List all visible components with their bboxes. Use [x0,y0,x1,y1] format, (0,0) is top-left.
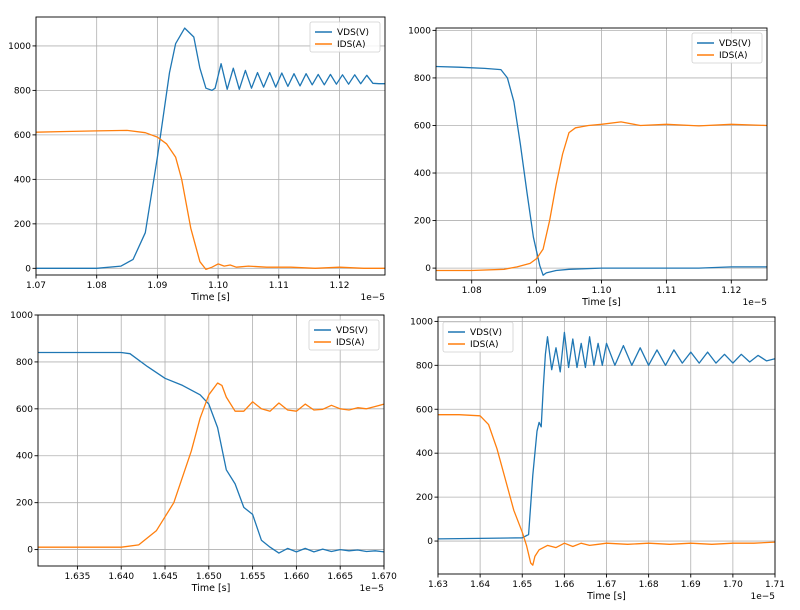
x-tick-label: 1.645 [152,572,178,582]
series-line-vds [438,331,775,540]
x-tick-label: 1.69 [681,580,701,590]
legend-label-ids: IDS(A) [337,40,365,50]
plot-frame [437,316,776,575]
legend-label-vds: VDS(V) [337,28,369,38]
x-tick-label: 1.70 [723,580,743,590]
chart-1: 1.07 1.08 1.09 1.10 1.11 1.12 0 200 400 600 800 100… [8,16,386,303]
legend-label-vds: VDS(V) [336,326,368,336]
y-tick-label: 200 [16,499,33,509]
x-tick-label: 1.660 [284,572,310,582]
legend: VDS(V) IDS(A) [308,319,380,351]
x-tick-label: 1.65 [512,580,532,590]
chart-4: 1.63 1.64 1.65 1.66 1.67 1.68 1.69 1.70 1.71 0 200… [410,316,785,602]
y-tick-label: 800 [14,86,31,96]
series-line-ids [38,382,384,548]
series-line-vds [436,65,767,276]
legend: VDS(V) IDS(A) [691,32,763,64]
series-line-ids [438,414,775,566]
x-tick-label: 1.665 [327,572,353,582]
y-tick-label: 400 [14,175,31,185]
x-tick-label: 1.08 [462,286,482,296]
chart-3: 1.635 1.640 1.645 1.650 1.655 1.660 1.665 1.670… [10,311,397,594]
x-tick-label: 1.08 [87,281,107,291]
x-offset-label: 1e−5 [742,298,767,308]
y-tick-label: 600 [416,405,433,415]
x-tick-label: 1.635 [65,572,91,582]
x-tick-label: 1.68 [639,580,659,590]
series-line-vds [36,27,385,269]
y-tick-label: 600 [14,131,31,141]
legend-label-ids: IDS(A) [470,340,498,350]
x-axis-label: Time [s] [581,297,621,308]
x-tick-label: 1.640 [108,572,134,582]
x-tick-label: 1.07 [26,281,46,291]
legend-label-vds: VDS(V) [719,39,751,49]
y-tick-label: 1000 [408,26,431,36]
legend-label-vds: VDS(V) [470,328,502,338]
x-tick-label: 1.09 [147,281,167,291]
y-tick-label: 0 [427,537,433,547]
y-tick-label: 1000 [10,311,33,321]
x-offset-label: 1e−5 [359,584,384,594]
y-tick-label: 1000 [410,317,433,327]
y-tick-label: 400 [416,449,433,459]
x-axis-label: Time [s] [586,591,626,602]
chart-2: 1.08 1.09 1.10 1.11 1.12 0 200 400 600 800 1000 Tim… [408,26,768,308]
y-tick-label: 1000 [8,42,31,52]
y-tick-label: 800 [414,74,431,84]
x-tick-label: 1.655 [240,572,266,582]
y-tick-label: 600 [16,405,33,415]
x-tick-label: 1.09 [527,286,547,296]
y-tick-label: 200 [414,217,431,227]
series-line-vds [38,351,384,554]
x-tick-label: 1.11 [656,286,676,296]
y-tick-label: 800 [416,361,433,371]
y-tick-label: 0 [25,264,31,274]
x-tick-label: 1.10 [208,281,228,291]
legend: VDS(V) IDS(A) [442,321,514,353]
x-tick-label: 1.10 [591,286,611,296]
legend: VDS(V) IDS(A) [309,21,381,53]
plot-frame [35,16,386,276]
x-tick-label: 1.650 [196,572,222,582]
x-tick-label: 1.63 [428,580,448,590]
series-line-ids [36,129,385,271]
y-tick-label: 0 [425,264,431,274]
y-tick-label: 0 [27,546,33,556]
x-axis-label: Time [s] [191,583,231,594]
x-axis-label: Time [s] [190,292,230,303]
x-offset-label: 1e−5 [360,293,385,303]
x-tick-label: 1.67 [596,580,616,590]
x-tick-label: 1.670 [371,572,397,582]
legend-label-ids: IDS(A) [336,338,364,348]
y-tick-label: 200 [416,493,433,503]
x-offset-label: 1e−5 [750,592,775,602]
y-tick-label: 400 [16,452,33,462]
y-tick-label: 800 [16,358,33,368]
x-tick-label: 1.12 [721,286,741,296]
x-tick-label: 1.71 [765,580,785,590]
y-tick-label: 600 [414,121,431,131]
x-tick-label: 1.12 [329,281,349,291]
y-tick-label: 400 [414,169,431,179]
x-tick-label: 1.11 [269,281,289,291]
x-tick-label: 1.64 [470,580,490,590]
y-tick-label: 200 [14,220,31,230]
legend-label-ids: IDS(A) [719,51,747,61]
series-line-ids [436,121,767,272]
x-tick-label: 1.66 [554,580,574,590]
plot-frame [435,27,768,281]
plot-frame [37,314,385,567]
